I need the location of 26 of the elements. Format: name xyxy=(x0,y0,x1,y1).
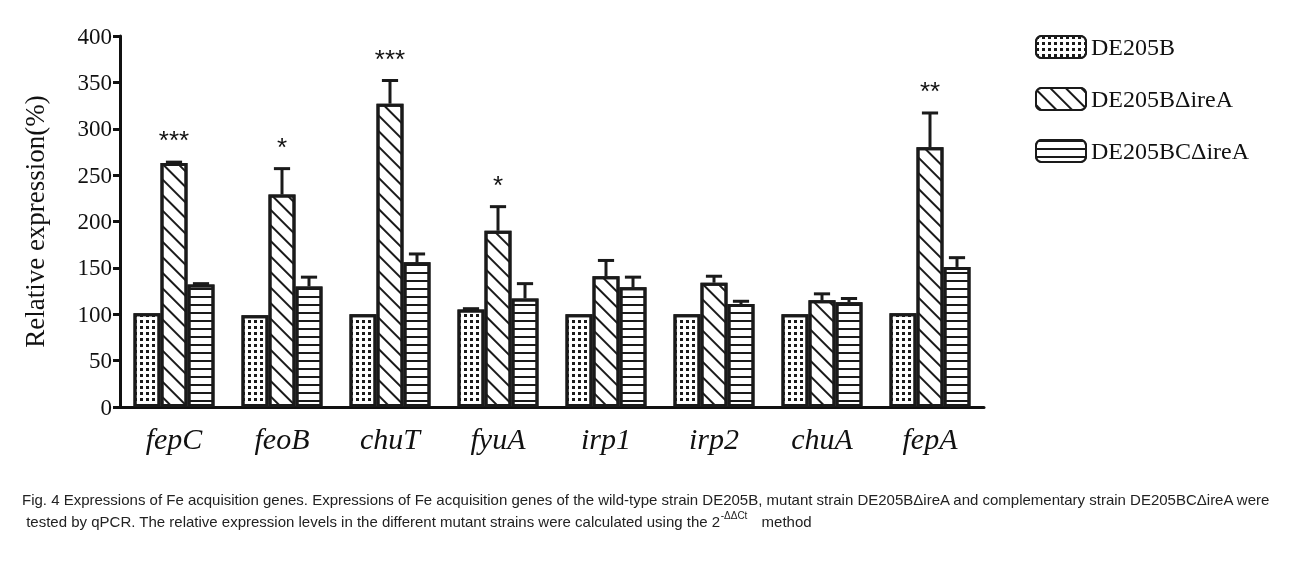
x-tick-label: irp1 xyxy=(580,421,632,455)
legend-label: DE205BΔireA xyxy=(1091,86,1234,112)
x-tick-label: feoB xyxy=(254,421,310,455)
y-tick-label: 0 xyxy=(100,394,112,420)
x-tick-label: fepC xyxy=(145,421,204,455)
y-tick-label: 150 xyxy=(77,255,112,281)
y-tick-label: 100 xyxy=(77,301,112,327)
y-tick-label: 350 xyxy=(77,69,112,95)
annotation: *** xyxy=(374,43,406,74)
annotation: * xyxy=(276,131,288,162)
x-tick-label: chuT xyxy=(360,421,423,455)
y-axis-title: Relative expression(%) xyxy=(19,95,50,348)
annotation: * xyxy=(492,169,504,200)
y-tick-label: 50 xyxy=(89,348,112,374)
y-tick-label: 300 xyxy=(77,116,112,142)
legend-label: DE205BCΔireA xyxy=(1091,138,1250,164)
y-tick-label: 250 xyxy=(77,162,112,188)
x-tick-label: fepA xyxy=(902,421,959,455)
annotation: *** xyxy=(158,125,190,156)
legend-label: DE205B xyxy=(1091,34,1175,60)
y-tick-label: 200 xyxy=(77,209,112,234)
x-tick-label: irp2 xyxy=(688,421,740,455)
annotation: ** xyxy=(919,75,941,106)
x-tick-label: chuA xyxy=(791,421,854,455)
x-tick-label: fyuA xyxy=(470,421,527,455)
y-tick-label: 400 xyxy=(77,23,112,49)
